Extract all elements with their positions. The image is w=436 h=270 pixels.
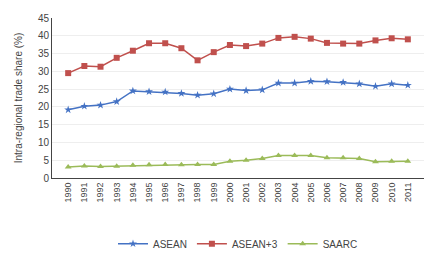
svg-text:1993: 1993 bbox=[112, 183, 122, 203]
svg-text:2000: 2000 bbox=[225, 183, 235, 203]
svg-text:10: 10 bbox=[38, 137, 50, 148]
svg-text:20: 20 bbox=[38, 101, 50, 112]
svg-text:1991: 1991 bbox=[79, 183, 89, 203]
svg-text:15: 15 bbox=[38, 119, 50, 130]
svg-text:30: 30 bbox=[38, 66, 50, 77]
svg-text:2006: 2006 bbox=[322, 183, 332, 203]
svg-text:1995: 1995 bbox=[144, 183, 154, 203]
svg-text:2004: 2004 bbox=[290, 183, 300, 203]
svg-text:2008: 2008 bbox=[354, 183, 364, 203]
svg-text:2007: 2007 bbox=[338, 183, 348, 203]
svg-text:ASEAN+3: ASEAN+3 bbox=[232, 239, 278, 250]
svg-text:35: 35 bbox=[38, 48, 50, 59]
svg-text:ASEAN: ASEAN bbox=[153, 239, 187, 250]
svg-text:0: 0 bbox=[43, 173, 49, 184]
svg-text:1992: 1992 bbox=[95, 183, 105, 203]
svg-text:40: 40 bbox=[38, 30, 50, 41]
svg-text:1996: 1996 bbox=[160, 183, 170, 203]
svg-text:5: 5 bbox=[43, 155, 49, 166]
svg-text:1990: 1990 bbox=[63, 183, 73, 203]
svg-text:2010: 2010 bbox=[387, 183, 397, 203]
svg-text:2009: 2009 bbox=[370, 183, 380, 203]
svg-text:1994: 1994 bbox=[128, 183, 138, 203]
svg-text:Intra-regional trade share (%): Intra-regional trade share (%) bbox=[13, 33, 24, 164]
svg-text:2005: 2005 bbox=[306, 183, 316, 203]
svg-text:1997: 1997 bbox=[176, 183, 186, 203]
svg-text:SAARC: SAARC bbox=[323, 239, 357, 250]
svg-text:45: 45 bbox=[38, 13, 50, 24]
svg-text:1998: 1998 bbox=[192, 183, 202, 203]
svg-text:2003: 2003 bbox=[273, 183, 283, 203]
svg-text:2011: 2011 bbox=[403, 183, 413, 202]
svg-text:2001: 2001 bbox=[241, 183, 251, 203]
svg-text:1999: 1999 bbox=[209, 183, 219, 203]
svg-text:2002: 2002 bbox=[257, 183, 267, 203]
svg-text:25: 25 bbox=[38, 84, 50, 95]
